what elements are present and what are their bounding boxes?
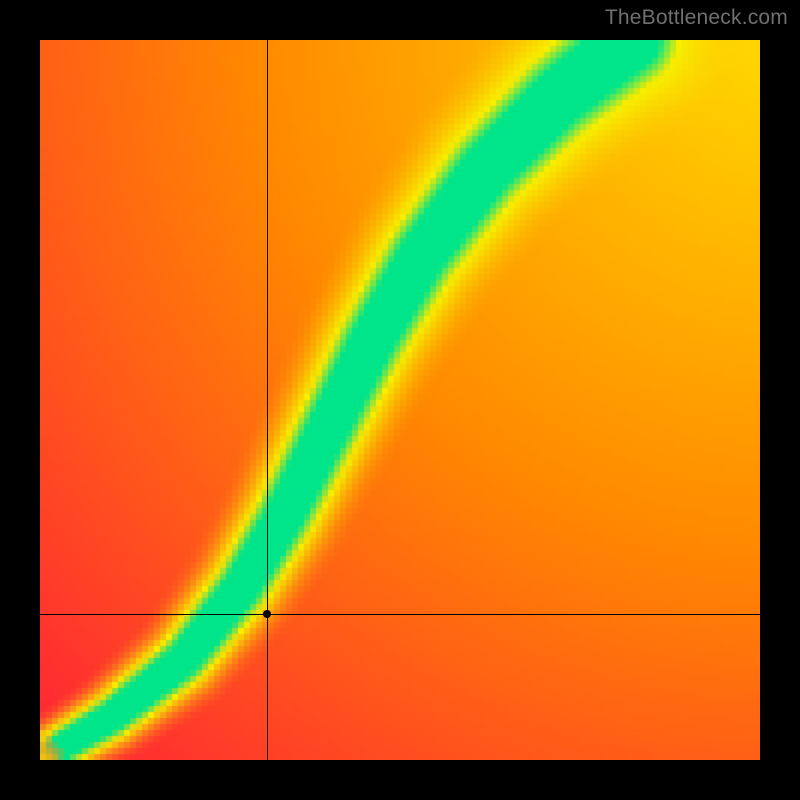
marker-dot <box>263 610 271 618</box>
heatmap-canvas <box>40 40 760 760</box>
crosshair-vertical <box>267 40 268 760</box>
watermark-text: TheBottleneck.com <box>605 6 788 30</box>
plot-area <box>40 40 760 760</box>
chart-container: TheBottleneck.com <box>0 0 800 800</box>
crosshair-horizontal <box>40 614 760 615</box>
